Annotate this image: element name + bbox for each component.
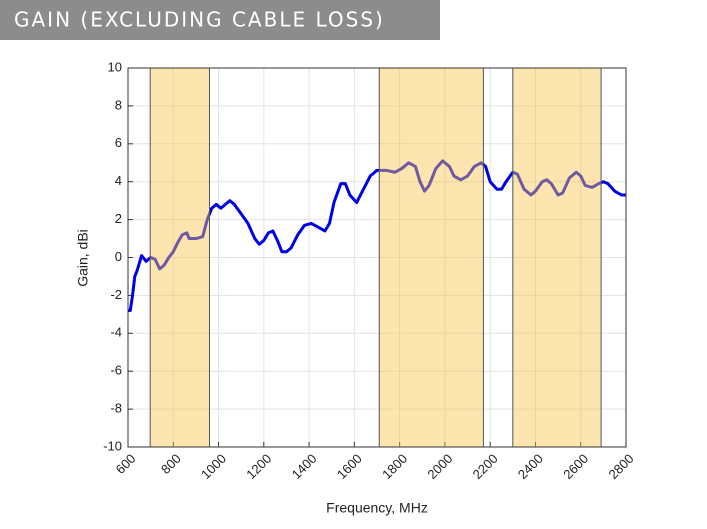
y-axis-label: Gain, dBi bbox=[75, 229, 91, 287]
band-region bbox=[378, 67, 484, 448]
gain-line bbox=[128, 159, 626, 313]
title-banner bbox=[0, 0, 440, 40]
y-tick-label: -6 bbox=[110, 363, 122, 378]
plot-frame bbox=[127, 67, 627, 448]
y-tick-label: 2 bbox=[115, 211, 122, 226]
x-tick-label: 1200 bbox=[243, 451, 274, 482]
chart-title: GAIN (EXCLUDING CABLE LOSS) bbox=[14, 8, 385, 32]
y-tick-label: -8 bbox=[110, 401, 122, 416]
y-tick-label: 10 bbox=[108, 59, 122, 74]
y-tick-label: -4 bbox=[110, 325, 122, 340]
y-tick-label: 8 bbox=[115, 97, 122, 112]
x-axis-label: Frequency, MHz bbox=[326, 500, 428, 516]
x-tick-label: 1600 bbox=[334, 451, 365, 482]
x-tick-label: 1800 bbox=[379, 451, 410, 482]
x-tick-label: 2000 bbox=[424, 451, 455, 482]
x-tick-label: 2200 bbox=[470, 451, 501, 482]
x-tick-label: 600 bbox=[113, 451, 139, 477]
x-tick-label: 2800 bbox=[605, 451, 636, 482]
y-tick-label: 0 bbox=[115, 249, 122, 264]
y-tick-label: -10 bbox=[103, 438, 122, 453]
band-region bbox=[149, 67, 210, 448]
x-tick-label: 2600 bbox=[560, 451, 591, 482]
y-tick-label: 4 bbox=[115, 173, 122, 188]
x-tick-label: 2400 bbox=[515, 451, 546, 482]
band-region bbox=[512, 67, 602, 448]
x-tick-label: 800 bbox=[158, 451, 184, 477]
x-tick-label: 1000 bbox=[198, 451, 229, 482]
y-tick-label: 6 bbox=[115, 135, 122, 150]
y-tick-label: -2 bbox=[110, 287, 122, 302]
x-tick-label: 1400 bbox=[289, 451, 320, 482]
